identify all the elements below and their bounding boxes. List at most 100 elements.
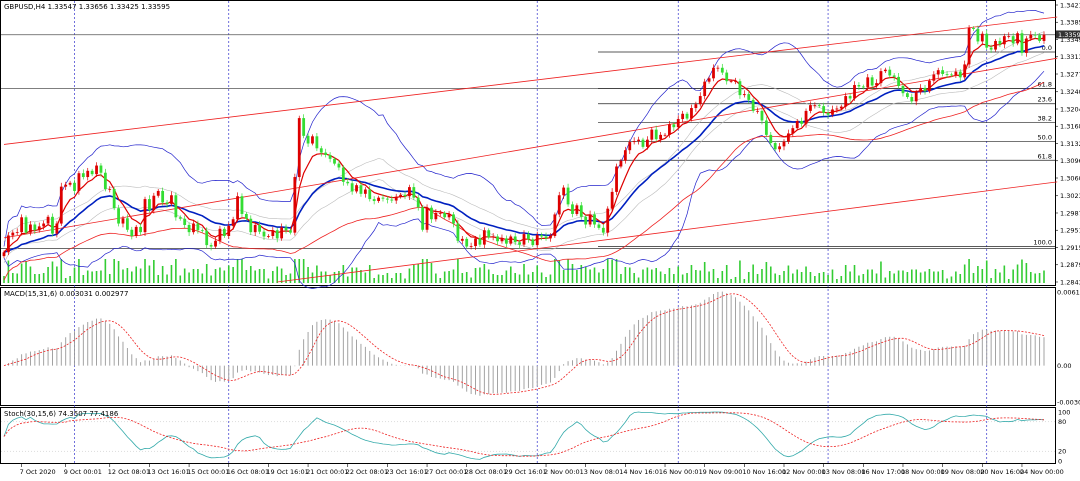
candle-body xyxy=(399,194,403,197)
candle-body xyxy=(77,173,81,191)
volume-bar xyxy=(294,259,296,283)
candle-body xyxy=(64,184,68,187)
candle-body xyxy=(346,181,350,184)
volume-bar xyxy=(712,269,715,283)
volume-bar xyxy=(276,266,279,283)
volume-bar xyxy=(439,278,442,283)
volume-bar xyxy=(540,272,543,283)
volume-bar xyxy=(646,267,649,283)
volume-bar xyxy=(280,268,283,283)
volume-bar xyxy=(536,265,539,283)
candle-body xyxy=(936,70,940,75)
volume-bar xyxy=(82,275,85,283)
volume-bar xyxy=(34,274,36,283)
volume-bar xyxy=(64,278,67,283)
candle-body xyxy=(363,189,367,194)
volume-bar xyxy=(624,267,627,283)
volume-bar xyxy=(355,267,358,283)
price-axis: 1.34210 1.33850 1.33490 1.33130 1.32770 1.324… xyxy=(1055,1,1080,465)
candle-body xyxy=(579,205,583,217)
x-tick-label: 18 Nov 00:00 xyxy=(901,468,945,476)
volume-bar xyxy=(236,259,239,283)
candle-body xyxy=(597,224,601,228)
candle-body xyxy=(513,236,517,243)
candle-body xyxy=(293,177,297,233)
volume-bar xyxy=(408,268,411,283)
candle-body xyxy=(676,119,680,128)
candle-body xyxy=(121,218,125,224)
volume-bar xyxy=(435,273,437,283)
candle-body xyxy=(253,224,257,233)
volume-bar xyxy=(373,278,375,283)
volume-bar xyxy=(86,270,89,283)
volume-bar xyxy=(38,274,41,283)
volume-bar xyxy=(743,279,746,283)
fib-label: 23.6 xyxy=(1038,96,1052,104)
volume-bar xyxy=(324,271,327,283)
candle-body xyxy=(720,67,724,73)
candle-body xyxy=(989,47,993,50)
x-tick-label: 3 Nov 08:01 xyxy=(584,468,624,476)
candle-body xyxy=(650,129,654,140)
x-tick-label: 28 Oct 08:01 xyxy=(465,468,507,476)
volume-bar xyxy=(487,269,490,283)
candle-body xyxy=(148,199,151,211)
candle-body xyxy=(914,92,918,102)
volume-bar xyxy=(787,265,790,283)
volume-bar xyxy=(576,270,578,283)
volume-bar xyxy=(906,272,909,283)
volume-bar xyxy=(655,268,658,283)
candle-body xyxy=(434,212,438,220)
volume-bar xyxy=(955,271,957,283)
candle-body xyxy=(593,214,596,225)
x-tick-label: 13 Nov 08:00 xyxy=(822,468,866,476)
volume-bar xyxy=(637,277,640,283)
candle-body xyxy=(795,120,799,129)
volume-bar xyxy=(126,268,129,283)
candle-body xyxy=(518,242,521,245)
main-pane[interactable] xyxy=(0,0,1056,286)
volume-bar xyxy=(258,269,261,283)
candle-body xyxy=(112,189,116,209)
volume-bar xyxy=(844,265,847,283)
volume-bar xyxy=(351,267,353,283)
volume-bar xyxy=(822,272,825,283)
x-tick-label: 19 Oct 16:01 xyxy=(266,468,308,476)
candle-body xyxy=(980,33,984,42)
volume-bar xyxy=(554,259,556,283)
volume-bar xyxy=(263,269,265,283)
candle-body xyxy=(919,87,923,93)
volume-bar xyxy=(769,266,772,283)
candle-body xyxy=(478,238,482,245)
candle-body xyxy=(218,228,222,241)
volume-bar xyxy=(417,264,420,283)
volume-bar xyxy=(747,272,750,283)
volume-bar xyxy=(201,273,204,283)
y-tick-label: 1.31320 xyxy=(1060,140,1080,148)
volume-bar xyxy=(1012,269,1014,283)
candle-body xyxy=(773,143,777,150)
candle-body xyxy=(59,186,63,224)
volume-bar xyxy=(567,259,569,283)
volume-bar xyxy=(897,270,900,283)
current-price-tag xyxy=(1056,30,1080,39)
volume-bar xyxy=(452,269,455,283)
candle-body xyxy=(152,195,156,211)
candle-body xyxy=(134,226,138,236)
candle-body xyxy=(945,74,949,75)
volume-bar xyxy=(73,267,76,283)
y-tick-label: 1.30600 xyxy=(1060,174,1080,182)
stoch-y-tick-label: 100 xyxy=(1058,408,1070,416)
volume-bar xyxy=(399,273,402,283)
candle-body xyxy=(412,187,416,198)
volume-bar xyxy=(122,269,124,283)
x-tick-label: 2 Nov 00:01 xyxy=(544,468,584,476)
volume-bar xyxy=(580,265,583,283)
candle-body xyxy=(685,113,689,119)
candle-body xyxy=(447,214,451,218)
candle-body xyxy=(319,148,323,153)
stoch-pane[interactable] xyxy=(0,407,1056,464)
fibonacci-levels: 0.0 61.8 23.6 38.2 50.0 61.8 100.0 xyxy=(598,44,1055,247)
